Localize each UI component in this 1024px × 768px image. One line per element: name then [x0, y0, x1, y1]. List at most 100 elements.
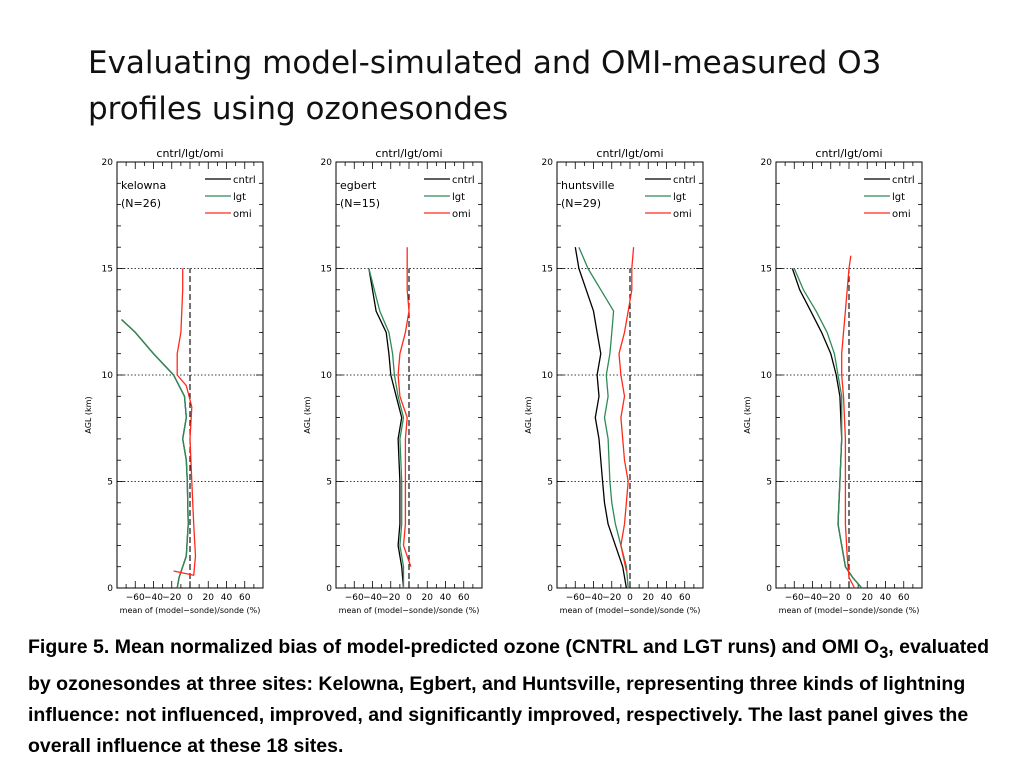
x-axis-label: mean of (model−sonde)/sonde (%) — [560, 606, 701, 615]
y-tick-label: 0 — [547, 584, 553, 594]
series-omi — [841, 255, 856, 589]
legend-label-cntrl: cntrl — [452, 175, 475, 186]
x-tick-label: 0 — [846, 593, 852, 603]
caption-subscript: 3 — [879, 643, 889, 662]
x-tick-label: 40 — [880, 593, 892, 603]
x-tick-label: 0 — [627, 593, 633, 603]
legend-label-omi: omi — [673, 209, 692, 220]
x-tick-label: −60 — [126, 593, 145, 603]
y-axis-label: AGL (km) — [743, 396, 752, 433]
x-tick-label: 20 — [203, 593, 215, 603]
y-tick-label: 10 — [542, 371, 554, 381]
x-tick-label: 60 — [239, 593, 251, 603]
caption-text-2: , evaluated by ozonesondes at three site… — [28, 636, 990, 757]
y-tick-label: 5 — [326, 478, 332, 488]
y-tick-label: 10 — [321, 371, 333, 381]
n-label: (N=26) — [121, 197, 161, 210]
y-axis-label: AGL (km) — [84, 396, 93, 433]
x-tick-label: −40 — [584, 593, 603, 603]
site-label: egbert — [340, 179, 377, 192]
y-tick-label: 0 — [326, 584, 332, 594]
caption-figure-label: Figure 5. — [28, 636, 110, 658]
caption-text-1: Mean normalized bias of model-predicted … — [109, 636, 880, 658]
x-tick-label: 40 — [661, 593, 673, 603]
y-tick-label: 5 — [766, 478, 772, 488]
x-tick-label: 0 — [406, 593, 412, 603]
x-tick-label: −40 — [144, 593, 163, 603]
y-tick-label: 5 — [107, 478, 113, 488]
y-tick-label: 15 — [321, 265, 332, 275]
series-omi — [173, 268, 197, 576]
x-tick-label: −60 — [345, 593, 364, 603]
y-tick-label: 20 — [542, 158, 554, 168]
y-tick-label: 10 — [102, 371, 114, 381]
x-tick-label: −60 — [566, 593, 585, 603]
chart-panel-3: −60 −40 −20 0 20 40 60 0 5 10 15 20 mean of (model−s… — [524, 147, 704, 615]
site-label: huntsville — [561, 179, 615, 192]
y-tick-label: 10 — [761, 371, 773, 381]
legend-label-lgt: lgt — [673, 192, 686, 203]
x-tick-label: −40 — [363, 593, 382, 603]
y-tick-label: 15 — [102, 265, 113, 275]
series-lgt — [793, 268, 863, 589]
legend-label-lgt: lgt — [892, 192, 905, 203]
series-cntrl — [121, 319, 189, 589]
x-axis-label: mean of (model−sonde)/sonde (%) — [339, 606, 480, 615]
y-tick-label: 0 — [766, 584, 772, 594]
legend-label-cntrl: cntrl — [892, 175, 915, 186]
series-cntrl — [368, 268, 405, 589]
slide-title: Evaluating model-simulated and OMI-measu… — [88, 45, 882, 127]
panel-title: cntrl/lgt/omi — [156, 147, 223, 160]
panel-title: cntrl/lgt/omi — [815, 147, 882, 160]
series-lgt — [368, 268, 405, 588]
series-lgt — [578, 246, 629, 589]
y-tick-label: 20 — [761, 158, 773, 168]
y-axis-label: AGL (km) — [524, 396, 533, 433]
n-label: (N=29) — [561, 197, 601, 210]
chart-panel-1: −60 −40 −20 0 20 40 60 0 5 10 15 20 mean of (model−s… — [84, 147, 264, 615]
x-tick-label: −20 — [162, 593, 181, 603]
y-tick-label: 15 — [761, 265, 772, 275]
y-tick-label: 15 — [542, 265, 553, 275]
series-cntrl — [574, 247, 628, 589]
x-tick-label: 0 — [187, 593, 193, 603]
series-lgt — [121, 319, 189, 589]
legend-label-omi: omi — [892, 209, 911, 220]
x-tick-label: 20 — [422, 593, 434, 603]
legend-label-cntrl: cntrl — [673, 175, 696, 186]
x-axis-label: mean of (model−sonde)/sonde (%) — [779, 606, 920, 615]
legend-label-omi: omi — [233, 209, 252, 220]
x-tick-label: −60 — [785, 593, 804, 603]
x-tick-label: 20 — [862, 593, 874, 603]
panel-title: cntrl/lgt/omi — [596, 147, 663, 160]
x-tick-label: −20 — [821, 593, 840, 603]
legend-label-cntrl: cntrl — [233, 175, 256, 186]
x-tick-label: −20 — [602, 593, 621, 603]
x-tick-label: −40 — [803, 593, 822, 603]
panel-title: cntrl/lgt/omi — [375, 147, 442, 160]
x-tick-label: 60 — [898, 593, 910, 603]
figure-caption: Figure 5. Mean normalized bias of model-… — [28, 632, 998, 762]
x-axis-label: mean of (model−sonde)/sonde (%) — [120, 606, 261, 615]
y-tick-label: 0 — [107, 584, 113, 594]
x-tick-label: 40 — [221, 593, 233, 603]
y-tick-label: 20 — [321, 158, 333, 168]
chart-panel-2: −60 −40 −20 0 20 40 60 0 5 10 15 20 mean of (model−s… — [303, 147, 483, 615]
y-tick-label: 5 — [547, 478, 553, 488]
x-tick-label: 60 — [458, 593, 470, 603]
y-axis-label: AGL (km) — [303, 396, 312, 433]
chart-panel-4: −60 −40 −20 0 20 40 60 0 5 10 15 20 mean of (model−s… — [743, 147, 923, 615]
series-omi — [397, 247, 412, 567]
legend-label-omi: omi — [452, 209, 471, 220]
site-label: kelowna — [121, 179, 166, 192]
x-tick-label: −20 — [381, 593, 400, 603]
x-tick-label: 60 — [679, 593, 691, 603]
x-tick-label: 40 — [440, 593, 452, 603]
x-tick-label: 20 — [643, 593, 655, 603]
series-omi — [618, 247, 635, 572]
legend-label-lgt: lgt — [452, 192, 465, 203]
y-tick-label: 20 — [102, 158, 114, 168]
series-cntrl — [791, 268, 863, 589]
legend-label-lgt: lgt — [233, 192, 246, 203]
